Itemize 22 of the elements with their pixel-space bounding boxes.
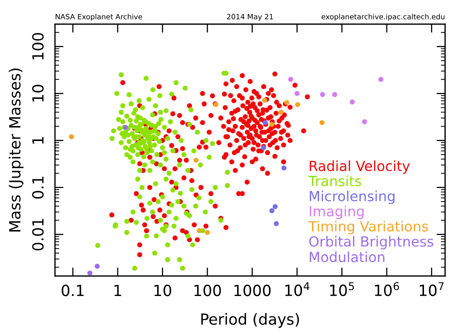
x-axis-title: Period (days)	[201, 313, 299, 328]
x-tick-label: 1000	[234, 284, 271, 296]
x-tick-label: 0.1	[62, 284, 84, 296]
x-tick-label: 10	[154, 284, 172, 296]
x-tick-label: 10$^{7}$	[420, 282, 444, 296]
y-axis-title: Mass (Jupiter Masses)	[8, 68, 24, 232]
x-tick-label: 10$^{5}$	[330, 282, 354, 296]
text: Microlensing	[310, 190, 394, 204]
x-tick-label: 100	[194, 284, 221, 296]
y-tick-label: 1	[32, 137, 44, 144]
y-tick-label: 0.01	[32, 218, 44, 250]
y-tick-label: 0.1	[32, 176, 44, 199]
text: Orbital Brightness Modulation	[309, 236, 434, 262]
y-tick-label: 10	[32, 84, 44, 102]
text: Imaging	[310, 206, 364, 220]
text: Transits	[308, 176, 362, 186]
x-tick-label: 10$^{6}$	[374, 282, 400, 296]
series-label: Radial Velocity	[310, 160, 410, 174]
text: Timing Variations	[308, 220, 428, 234]
x-tick-label: 1	[114, 284, 122, 296]
y-tick-label: 100	[32, 32, 44, 60]
x-tick-label: 10$^{4}$	[285, 282, 310, 296]
